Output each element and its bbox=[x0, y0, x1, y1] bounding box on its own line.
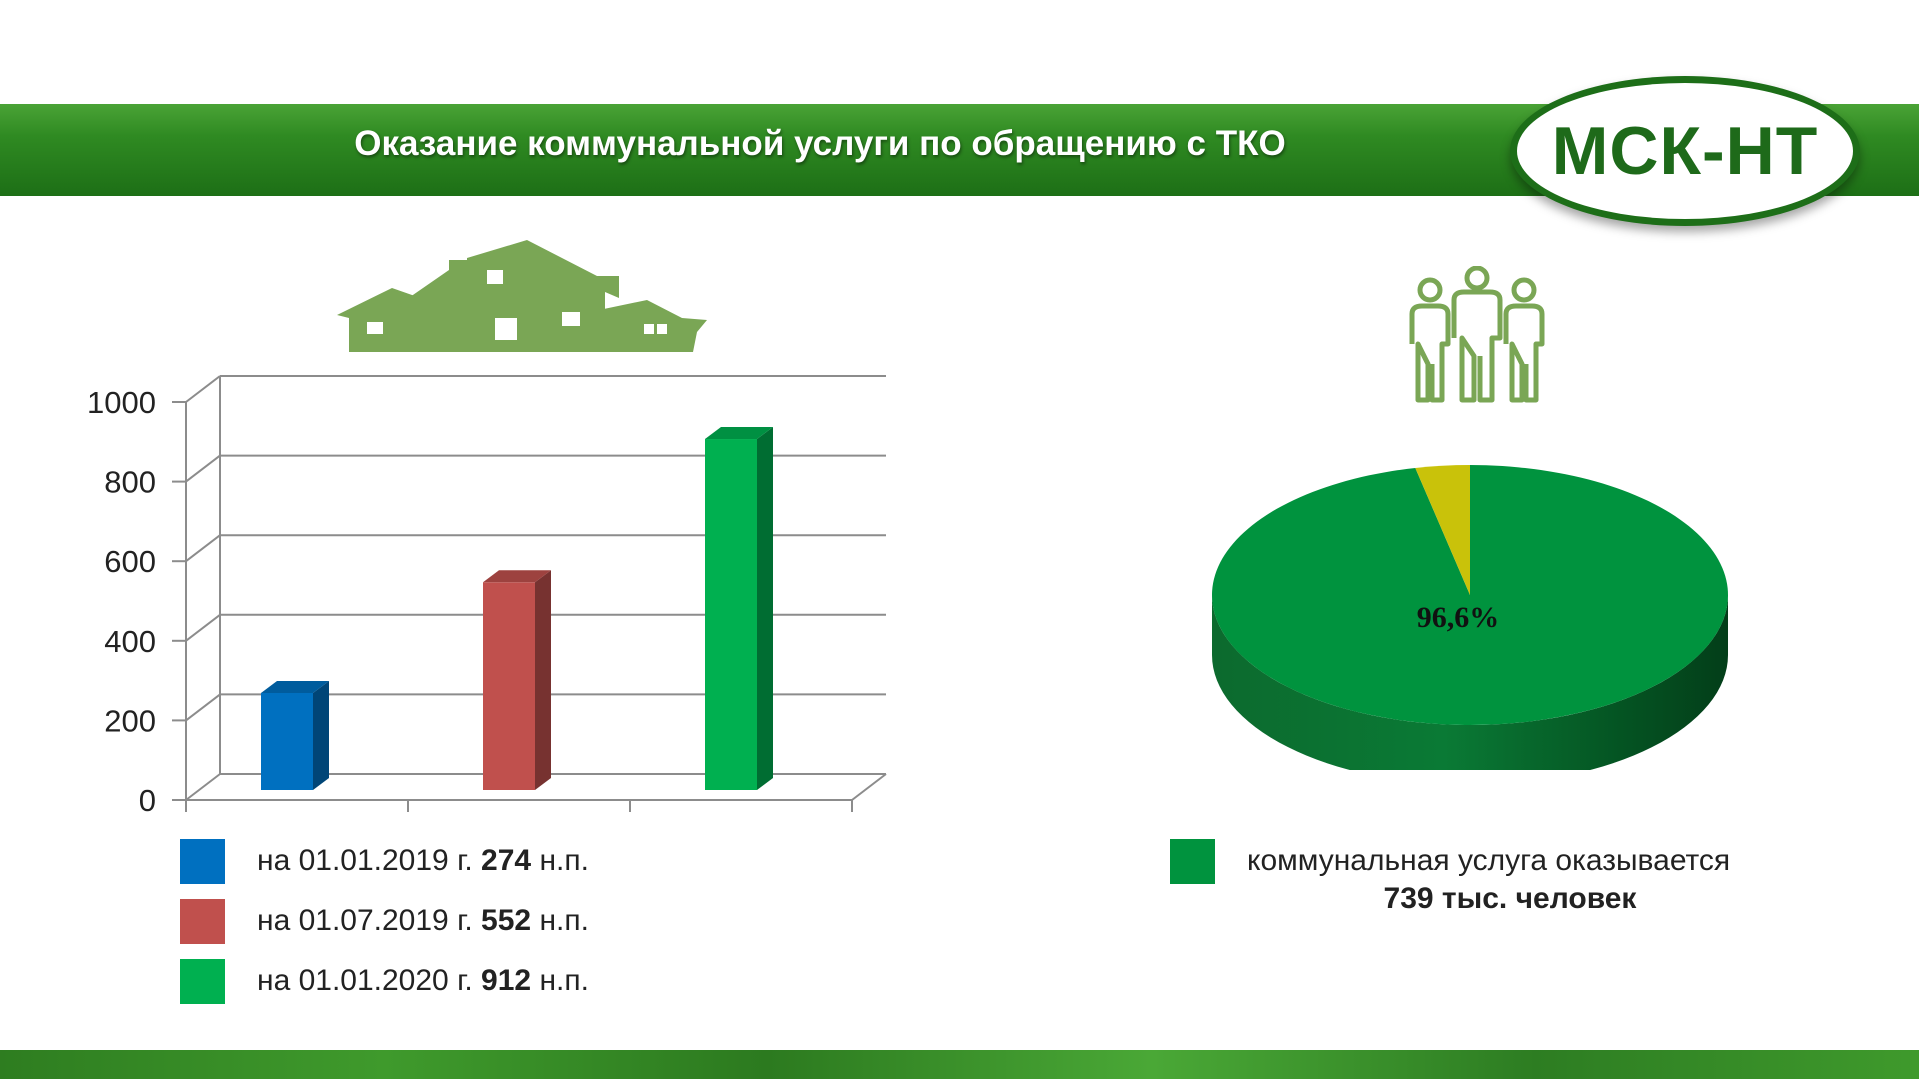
legend-swatch bbox=[180, 958, 225, 1004]
pie-side bbox=[1212, 595, 1728, 770]
legend-label: на 01.07.2019 г. 552 н.п. bbox=[257, 904, 589, 937]
y-tick-label: 200 bbox=[104, 703, 156, 738]
y-tick-label: 0 bbox=[139, 783, 156, 818]
gridline-side bbox=[185, 534, 221, 562]
pie-chart: 96,6% bbox=[1212, 465, 1728, 770]
pie-legend-detail: 739 тыс. человек bbox=[1383, 882, 1637, 915]
x-axis-side bbox=[851, 773, 887, 801]
legend-label: на 01.01.2020 г. 912 н.п. bbox=[257, 964, 589, 997]
logo-text: МСК-НТ bbox=[1551, 113, 1819, 189]
bar-front bbox=[483, 582, 535, 790]
bar bbox=[261, 680, 329, 790]
bar-front bbox=[261, 692, 313, 790]
legend-label: на 01.01.2019 г. 274 н.п. bbox=[257, 844, 589, 877]
gridline-side bbox=[185, 773, 221, 801]
bar-chart: 0 200 400 600 800 1000 bbox=[87, 375, 887, 818]
legend-swatch bbox=[1170, 838, 1215, 884]
pie-legend-item: коммунальная услуга оказывается bbox=[1170, 838, 1730, 884]
pie-data-label: 96,6% bbox=[1417, 601, 1500, 634]
bar bbox=[483, 570, 551, 790]
bar-side bbox=[313, 680, 329, 790]
legend-item: на 01.07.2019 г. 552 н.п. bbox=[180, 898, 589, 944]
y-tick-label: 600 bbox=[104, 544, 156, 579]
y-tick-label: 400 bbox=[104, 624, 156, 659]
legend-swatch bbox=[180, 898, 225, 944]
bar-top bbox=[261, 680, 329, 693]
bar-top bbox=[483, 570, 551, 583]
gridline-side bbox=[185, 454, 221, 483]
y-tick-label: 800 bbox=[104, 465, 156, 500]
bar bbox=[705, 427, 773, 790]
gridline-side bbox=[185, 375, 221, 403]
pie-legend-label: коммунальная услуга оказывается bbox=[1247, 844, 1731, 877]
legend-item: на 01.01.2019 г. 274 н.п. bbox=[180, 838, 589, 884]
people-group-icon bbox=[1409, 266, 1545, 403]
legend-swatch bbox=[180, 838, 225, 884]
houses-icon bbox=[337, 240, 707, 352]
gridline-side bbox=[185, 614, 221, 642]
bar-front bbox=[705, 439, 757, 790]
bar-top bbox=[705, 427, 773, 440]
gridline-side bbox=[185, 693, 221, 722]
bar-side bbox=[757, 427, 773, 790]
y-tick-label: 1000 bbox=[87, 385, 156, 420]
pie-slice bbox=[1415, 465, 1470, 595]
footer-band bbox=[0, 1050, 1919, 1079]
bar-side bbox=[535, 570, 551, 790]
company-logo: МСК-НТ bbox=[1510, 76, 1860, 226]
legend-item: на 01.01.2020 г. 912 н.п. bbox=[180, 958, 589, 1004]
page-title: Оказание коммунальной услуги по обращени… bbox=[354, 124, 1286, 163]
